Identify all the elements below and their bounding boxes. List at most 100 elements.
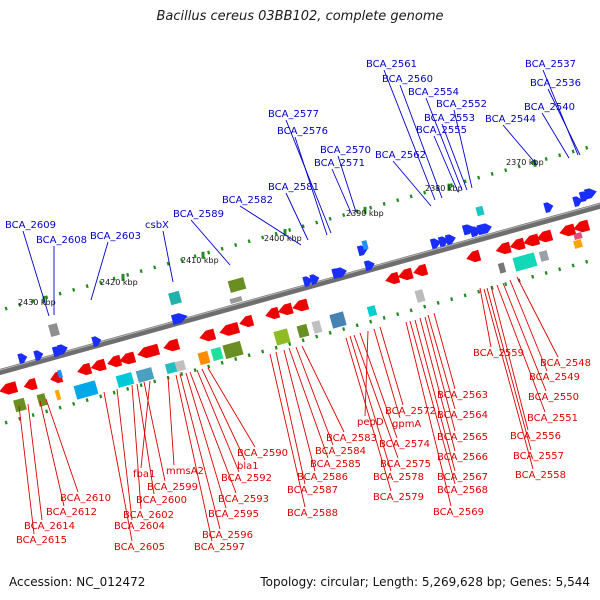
reverse-gene-label-bca-2602: BCA_2602 xyxy=(123,510,174,521)
reverse-gene-label-bca-2592: BCA_2592 xyxy=(221,473,272,484)
reverse-leader-line xyxy=(353,334,399,459)
reverse-leader-line xyxy=(496,284,546,413)
scale-tick xyxy=(544,156,548,161)
scale-tick xyxy=(45,295,49,300)
scale-label: 2430 kbp xyxy=(18,298,56,307)
reverse-leader-line xyxy=(490,285,529,431)
scale-major-tick xyxy=(201,251,205,259)
reverse-leader-line xyxy=(185,372,227,509)
reverse-gene-label-mmsa2: mmsA2 xyxy=(166,466,204,477)
reverse-gene-block xyxy=(329,311,347,329)
reverse-gene-label-bca-2565: BCA_2565 xyxy=(437,432,488,443)
reverse-gene-label-bca-2550: BCA_2550 xyxy=(528,392,579,403)
forward-leader-line xyxy=(337,155,357,213)
scale-major-tick xyxy=(121,273,125,281)
scale-tick xyxy=(85,398,89,403)
scale-tick xyxy=(585,259,589,264)
scale-tick xyxy=(207,250,211,255)
scale-tick xyxy=(409,194,413,199)
reverse-gene-arrow xyxy=(163,338,181,352)
scale-tick xyxy=(328,216,332,221)
scale-tick xyxy=(477,289,481,294)
scale-tick xyxy=(180,371,184,376)
reverse-gene-label-bca-2595: BCA_2595 xyxy=(208,509,259,520)
scale-tick xyxy=(558,267,562,272)
forward-leader-line xyxy=(383,69,436,201)
reverse-gene-label-bca-2584: BCA_2584 xyxy=(315,446,366,457)
scale-tick xyxy=(355,209,359,214)
forward-gene-label-bca-2554: BCA_2554 xyxy=(408,87,459,98)
scale-tick xyxy=(274,345,278,350)
scale-label: 2380 kbp xyxy=(425,184,463,193)
scale-major-tick xyxy=(363,206,367,214)
scale-tick xyxy=(342,213,346,218)
forward-gene-block xyxy=(48,323,60,337)
forward-gene-label-bca-2570: BCA_2570 xyxy=(320,145,371,156)
forward-gene-label-bca-2544: BCA_2544 xyxy=(485,114,536,125)
reverse-leader-line xyxy=(45,398,79,493)
reverse-leader-line xyxy=(201,368,246,461)
reverse-leader-line xyxy=(427,314,456,410)
reverse-leader-line xyxy=(424,316,456,432)
scale-tick xyxy=(274,231,278,236)
reverse-leader-line xyxy=(27,403,43,521)
forward-leader-line xyxy=(22,230,50,317)
reverse-gene-label-bca-2599: BCA_2599 xyxy=(147,482,198,493)
scale-tick xyxy=(193,368,197,373)
reverse-gene-block xyxy=(497,262,507,274)
reverse-gene-label-bca-2605: BCA_2605 xyxy=(114,542,165,553)
forward-gene-arrow xyxy=(444,234,456,246)
reverse-gene-block xyxy=(164,361,178,375)
reverse-gene-label-bca-2568: BCA_2568 xyxy=(437,485,488,496)
scale-tick xyxy=(99,394,103,399)
forward-leader-line xyxy=(331,168,353,216)
reverse-gene-block xyxy=(366,305,378,317)
reverse-gene-arrow xyxy=(23,377,38,391)
scale-tick xyxy=(517,164,521,169)
scale-tick xyxy=(72,401,76,406)
reverse-gene-arrow xyxy=(107,354,123,368)
reverse-leader-line xyxy=(486,287,532,451)
reverse-gene-label-bca-2563: BCA_2563 xyxy=(437,390,488,401)
scale-tick xyxy=(153,379,157,384)
scale-tick xyxy=(139,269,143,274)
reverse-gene-label-bla1: bla1 xyxy=(237,461,259,472)
reverse-gene-label-bca-2551: BCA_2551 xyxy=(527,413,578,424)
reverse-leader-line xyxy=(379,326,404,406)
reverse-gene-label-bca-2587: BCA_2587 xyxy=(287,485,338,496)
forward-gene-label-bca-2553: BCA_2553 xyxy=(424,113,475,124)
reverse-gene-arrow xyxy=(119,351,137,365)
forward-leader-line xyxy=(285,192,309,241)
reverse-gene-label-bca-2548: BCA_2548 xyxy=(540,358,591,369)
scale-tick xyxy=(342,327,346,332)
forward-leader-line xyxy=(433,135,459,193)
scale-tick xyxy=(4,420,8,425)
forward-gene-label-bca-2571: BCA_2571 xyxy=(314,158,365,169)
reverse-gene-arrow xyxy=(0,381,19,395)
scale-tick xyxy=(99,280,103,285)
scale-label: 2370 kbp xyxy=(506,158,544,167)
reverse-leader-line xyxy=(364,330,369,417)
scale-tick xyxy=(382,315,386,320)
forward-leader-line xyxy=(239,205,302,246)
scale-tick xyxy=(247,239,251,244)
reverse-gene-block xyxy=(573,239,583,249)
scale-tick xyxy=(31,299,35,304)
reverse-gene-label-bca-2610: BCA_2610 xyxy=(60,493,111,504)
scale-tick xyxy=(220,360,224,365)
reverse-gene-block xyxy=(115,372,135,388)
reverse-gene-block xyxy=(296,323,310,339)
forward-gene-label-bca-2581: BCA_2581 xyxy=(268,182,319,193)
reverse-leader-line xyxy=(288,347,329,459)
reverse-gene-label-bca-2567: BCA_2567 xyxy=(437,472,488,483)
reverse-leader-line xyxy=(479,287,492,348)
scale-tick xyxy=(220,246,224,251)
reverse-leader-line xyxy=(175,374,213,542)
reverse-gene-arrow xyxy=(523,233,541,247)
forward-leader-line xyxy=(541,112,570,159)
forward-gene-label-bca-2552: BCA_2552 xyxy=(436,99,487,110)
reverse-gene-label-bca-2585: BCA_2585 xyxy=(310,459,361,470)
scale-label: 2390 kbp xyxy=(346,209,384,218)
forward-gene-arrow xyxy=(331,268,342,280)
scale-tick xyxy=(58,405,62,410)
